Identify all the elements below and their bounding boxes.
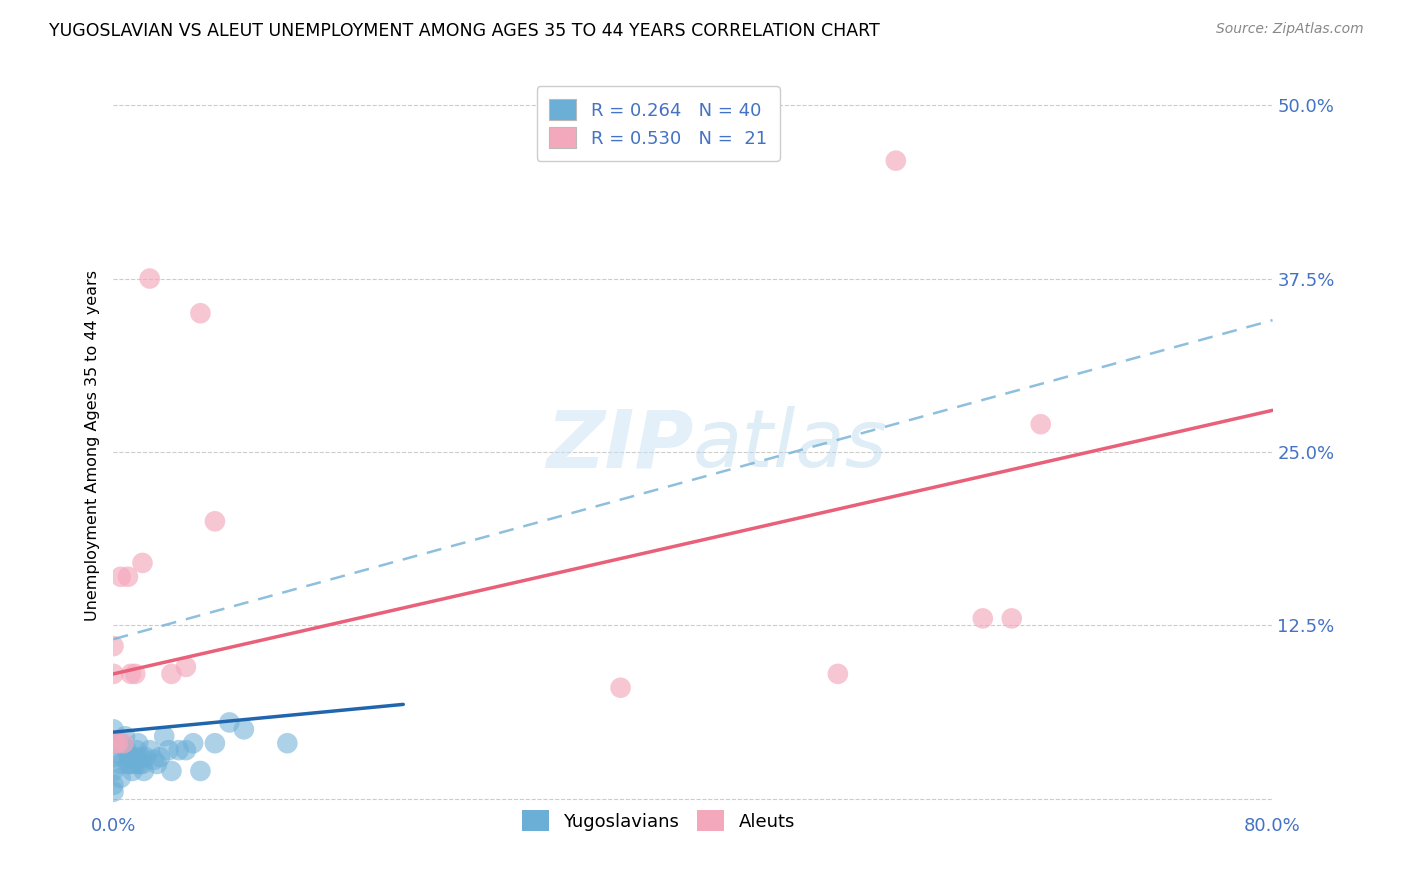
Text: atlas: atlas — [693, 406, 887, 484]
Point — [167, 743, 190, 757]
Point — [110, 736, 132, 750]
Point — [121, 764, 143, 778]
Point — [174, 660, 197, 674]
Point — [104, 736, 127, 750]
Point — [103, 764, 125, 778]
Point — [1029, 417, 1052, 432]
Point — [149, 750, 172, 764]
Point — [114, 729, 136, 743]
Point — [143, 753, 166, 767]
Y-axis label: Unemployment Among Ages 35 to 44 years: Unemployment Among Ages 35 to 44 years — [86, 269, 100, 621]
Point — [204, 514, 226, 528]
Point — [138, 743, 160, 757]
Point — [160, 764, 183, 778]
Point — [138, 271, 160, 285]
Text: ZIP: ZIP — [546, 406, 693, 484]
Point — [190, 306, 212, 320]
Point — [124, 666, 146, 681]
Point — [132, 764, 155, 778]
Point — [827, 666, 849, 681]
Point — [134, 750, 156, 764]
Point — [117, 570, 139, 584]
Point — [884, 153, 907, 168]
Point — [218, 715, 240, 730]
Legend: Yugoslavians, Aleuts: Yugoslavians, Aleuts — [509, 797, 807, 844]
Point — [112, 736, 135, 750]
Point — [129, 750, 152, 764]
Point — [128, 757, 150, 772]
Point — [124, 757, 146, 772]
Point — [110, 757, 132, 772]
Point — [127, 736, 149, 750]
Point — [103, 778, 125, 792]
Point — [125, 743, 148, 757]
Point — [1001, 611, 1024, 625]
Point — [181, 736, 204, 750]
Point — [120, 666, 142, 681]
Point — [232, 723, 254, 737]
Point — [115, 743, 138, 757]
Point — [131, 556, 153, 570]
Point — [120, 757, 142, 772]
Point — [276, 736, 298, 750]
Point — [174, 743, 197, 757]
Point — [103, 666, 125, 681]
Text: Source: ZipAtlas.com: Source: ZipAtlas.com — [1216, 22, 1364, 37]
Point — [157, 743, 180, 757]
Point — [160, 666, 183, 681]
Point — [153, 729, 176, 743]
Point — [110, 570, 132, 584]
Point — [609, 681, 631, 695]
Point — [117, 757, 139, 772]
Point — [103, 723, 125, 737]
Point — [131, 757, 153, 772]
Point — [118, 750, 141, 764]
Point — [110, 771, 132, 785]
Point — [972, 611, 994, 625]
Point — [103, 750, 125, 764]
Point — [103, 639, 125, 653]
Point — [122, 750, 145, 764]
Point — [146, 757, 169, 772]
Point — [204, 736, 226, 750]
Point — [103, 736, 125, 750]
Point — [107, 736, 129, 750]
Point — [112, 750, 135, 764]
Point — [103, 785, 125, 799]
Text: YUGOSLAVIAN VS ALEUT UNEMPLOYMENT AMONG AGES 35 TO 44 YEARS CORRELATION CHART: YUGOSLAVIAN VS ALEUT UNEMPLOYMENT AMONG … — [49, 22, 880, 40]
Point — [190, 764, 212, 778]
